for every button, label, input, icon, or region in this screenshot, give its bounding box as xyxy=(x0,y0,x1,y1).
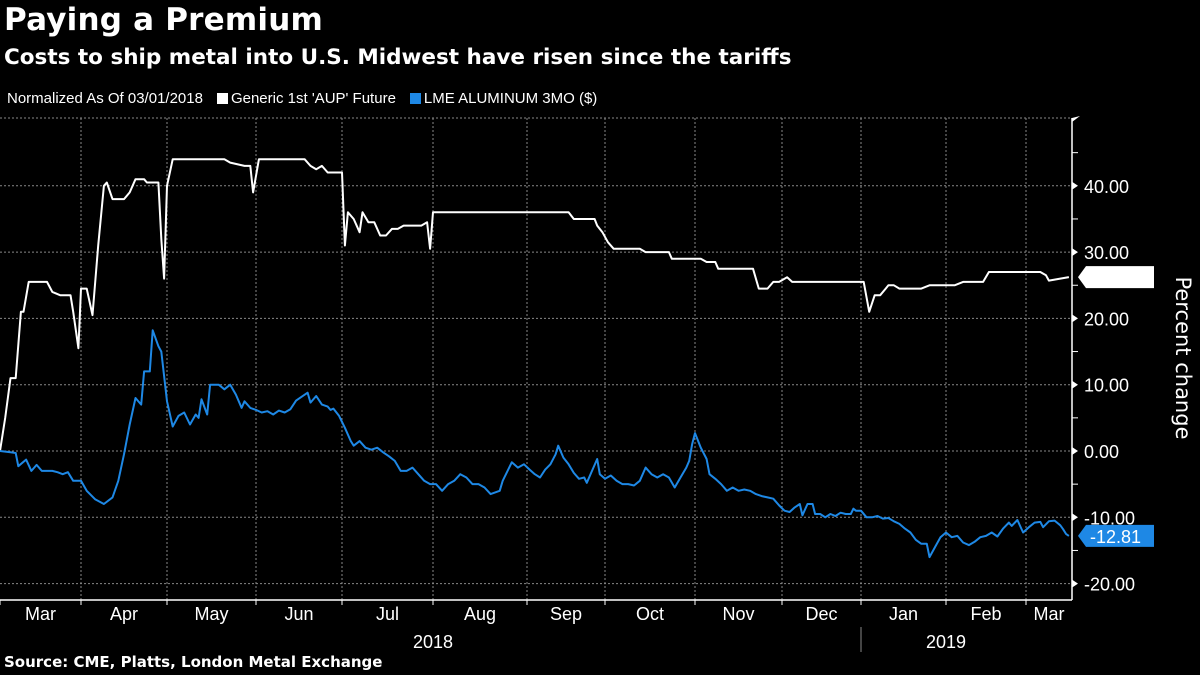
y-tick-mark xyxy=(1072,181,1078,190)
x-year-label: 2018 xyxy=(413,632,453,652)
x-tick-label: Aug xyxy=(464,604,496,624)
legend-item-aup: Generic 1st 'AUP' Future xyxy=(216,90,396,107)
legend-item-lme: LME ALUMINUM 3MO ($) xyxy=(409,90,598,107)
chart-subtitle: Costs to ship metal into U.S. Midwest ha… xyxy=(4,45,792,70)
y-axis-arrow xyxy=(1072,116,1080,122)
y-tick-label: 30.00 xyxy=(1084,243,1129,263)
source-note: Source: CME, Platts, London Metal Exchan… xyxy=(4,653,383,671)
x-tick-label: Nov xyxy=(722,604,754,624)
y-tick-mark xyxy=(1072,380,1078,389)
x-tick-label: Feb xyxy=(970,604,1001,624)
y-tick-label: 0.00 xyxy=(1084,442,1119,462)
y-axis-label: Percent change xyxy=(1171,277,1195,440)
last-value-label-lme: -12.81 xyxy=(1090,527,1141,547)
last-value-flag-aup xyxy=(1078,266,1154,289)
y-tick-mark xyxy=(1072,447,1078,455)
y-tick-label: 20.00 xyxy=(1084,309,1129,329)
y-tick-label: 10.00 xyxy=(1084,376,1129,396)
grid xyxy=(0,117,1072,600)
x-tick-label: Jul xyxy=(376,604,399,624)
y-tick-label: 40.00 xyxy=(1084,177,1129,197)
legend: Normalized As Of 03/01/2018 Generic 1st … xyxy=(7,90,597,107)
legend-normalized-note: Normalized As Of 03/01/2018 xyxy=(7,90,203,107)
series-line-lme xyxy=(0,329,1070,559)
series-line-aup xyxy=(0,158,1070,452)
last-value-label-aup: 26.23 xyxy=(1090,268,1135,288)
legend-label-lme: LME ALUMINUM 3MO ($) xyxy=(423,90,598,107)
x-year-label: 2019 xyxy=(926,632,966,652)
x-tick-label: Mar xyxy=(1034,604,1065,624)
last-value-flag-lme xyxy=(1078,524,1154,547)
x-tick-label: Oct xyxy=(636,604,664,624)
y-tick-mark xyxy=(1072,248,1078,257)
x-tick-label: May xyxy=(194,604,228,624)
y-tick-label: -10.00 xyxy=(1084,508,1135,528)
y-tick-label: -20.00 xyxy=(1084,575,1135,595)
x-tick-label: Apr xyxy=(110,604,138,624)
x-tick-label: Jun xyxy=(284,604,313,624)
x-tick-label: Mar xyxy=(25,604,56,624)
series-group xyxy=(0,158,1070,559)
x-tick-label: Jan xyxy=(889,604,918,624)
x-tick-label: Sep xyxy=(550,604,582,624)
legend-swatch-lme xyxy=(409,93,421,104)
x-tick-label: Dec xyxy=(805,604,837,624)
chart-title: Paying a Premium xyxy=(4,2,323,38)
y-tick-mark xyxy=(1072,513,1078,522)
axes: -20.00 -10.00 0.00 10.00 20.00 30.00 40.00 Mar A… xyxy=(0,116,1154,652)
y-tick-mark xyxy=(1072,579,1078,588)
y-tick-mark xyxy=(1072,314,1078,323)
legend-swatch-aup xyxy=(216,93,228,104)
legend-label-aup: Generic 1st 'AUP' Future xyxy=(230,90,396,107)
